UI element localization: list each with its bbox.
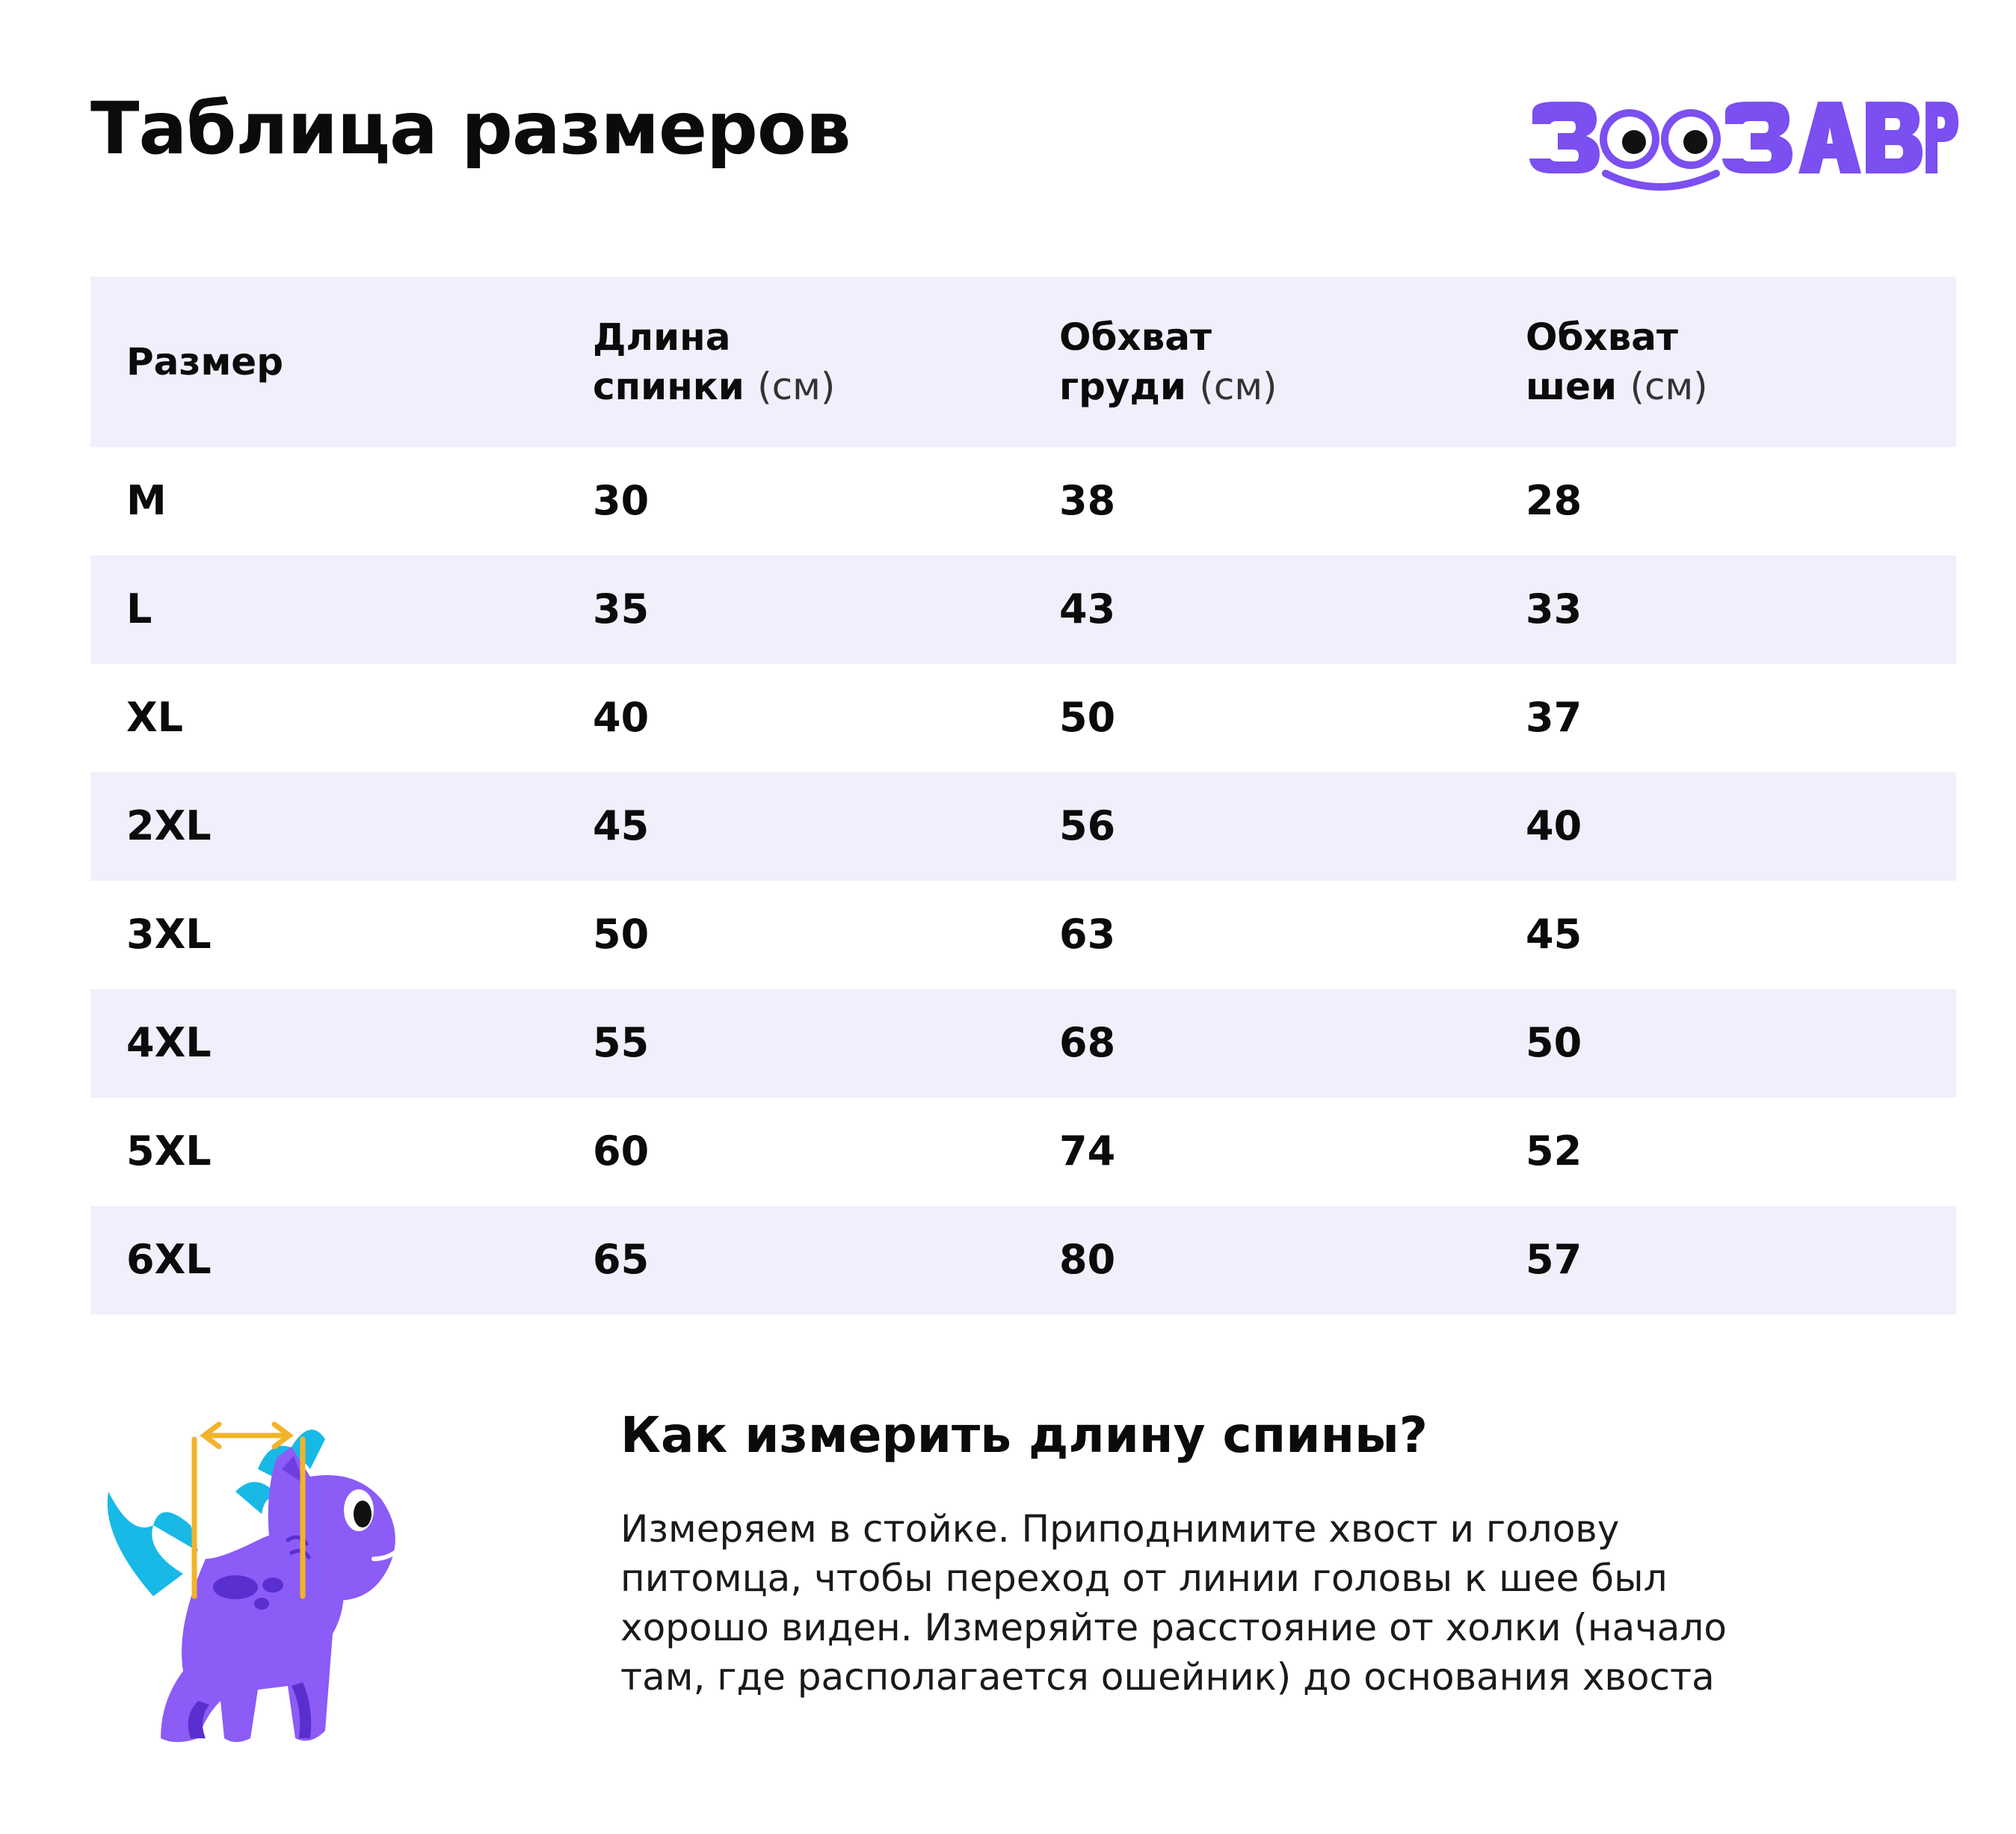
size-cell: 5XL: [126, 1127, 212, 1175]
size-cell: XL: [126, 694, 184, 742]
neck-girth-cell: 28: [1526, 477, 1582, 525]
chest-girth-cell: 38: [1059, 477, 1116, 525]
size-table: Размер Длина спинки (см) Обхват груди (с…: [90, 277, 1956, 1314]
chest-girth-cell: 63: [1059, 911, 1116, 958]
back-length-cell: 50: [593, 911, 650, 958]
header-back-length: Длина спинки (см): [593, 316, 836, 408]
back-length-cell: 65: [593, 1236, 650, 1284]
table-row: 5XL 60 74 52: [90, 1098, 1956, 1206]
measure-guide-icon: [191, 1421, 306, 1599]
chest-girth-cell: 56: [1059, 802, 1116, 850]
back-length-cell: 55: [593, 1019, 650, 1067]
neck-girth-cell: 40: [1526, 802, 1582, 850]
header-chest-girth: Обхват груди (см): [1059, 316, 1277, 408]
table-header-row: Размер Длина спинки (см) Обхват груди (с…: [90, 277, 1956, 447]
header-neck-girth: Обхват шеи (см): [1526, 316, 1708, 408]
size-cell: 4XL: [126, 1019, 212, 1067]
chest-girth-cell: 80: [1059, 1236, 1116, 1284]
chest-girth-cell: 43: [1059, 585, 1116, 633]
chest-girth-cell: 74: [1059, 1127, 1116, 1175]
header-size: Размер: [126, 340, 284, 384]
chest-girth-cell: 50: [1059, 694, 1116, 742]
neck-girth-cell: 37: [1526, 694, 1582, 742]
size-cell: 6XL: [126, 1236, 212, 1284]
table-row: 3XL 50 63 45: [90, 881, 1956, 989]
dino-mascot-illustration: [107, 1421, 406, 1742]
chest-girth-cell: 68: [1059, 1019, 1116, 1067]
back-length-cell: 30: [593, 477, 650, 525]
table-row: 6XL 65 80 57: [90, 1206, 1956, 1314]
unit-label: (см): [1630, 365, 1708, 408]
neck-girth-cell: 45: [1526, 911, 1582, 958]
neck-girth-cell: 57: [1526, 1236, 1582, 1284]
table-row: M 30 38 28: [90, 447, 1956, 556]
howto-heading: Как измерить длину спины?: [620, 1406, 1428, 1464]
size-cell: 3XL: [126, 911, 212, 958]
table-row: L 35 43 33: [90, 556, 1956, 664]
back-length-cell: 40: [593, 694, 650, 742]
neck-girth-cell: 52: [1526, 1127, 1582, 1175]
size-cell: 2XL: [126, 802, 212, 850]
unit-label: (см): [1199, 365, 1277, 408]
size-cell: L: [126, 585, 152, 633]
back-length-cell: 60: [593, 1127, 650, 1175]
neck-girth-cell: 50: [1526, 1019, 1582, 1067]
table-row: XL 40 50 37: [90, 664, 1956, 772]
back-length-cell: 45: [593, 802, 650, 850]
table-row: 2XL 45 56 40: [90, 772, 1956, 881]
page-title: Таблица размеров: [90, 87, 851, 170]
brand-logo: [1529, 102, 1958, 191]
size-cell: M: [126, 477, 167, 525]
unit-label: (см): [757, 365, 836, 408]
neck-girth-cell: 33: [1526, 585, 1582, 633]
howto-description: Измеряем в стойке. Приподнимите хвост и …: [620, 1507, 1727, 1699]
table-row: 4XL 55 68 50: [90, 989, 1956, 1098]
back-length-cell: 35: [593, 585, 650, 633]
